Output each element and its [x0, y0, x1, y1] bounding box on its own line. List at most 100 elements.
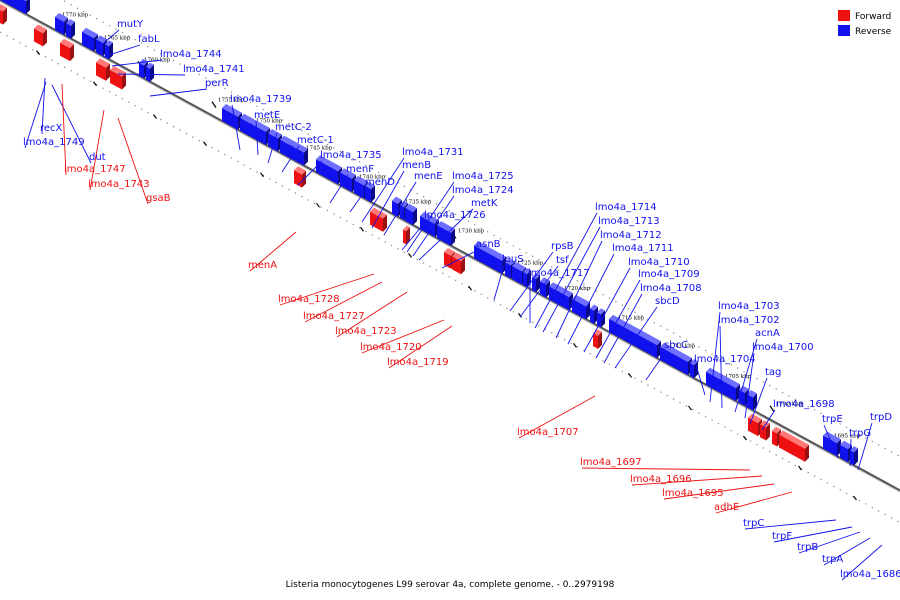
- callout-line: [823, 537, 871, 566]
- callout-line: [761, 409, 776, 431]
- forward-gene-block: [452, 252, 465, 275]
- gene-label: lmo4a_1739: [230, 94, 292, 105]
- dash-mark: [628, 372, 632, 378]
- forward-gene-block: [60, 38, 74, 62]
- callout-line: [102, 44, 141, 58]
- callout-line: [509, 251, 554, 312]
- gene-label: lmo4a_1720: [360, 342, 422, 353]
- callout-line: [663, 483, 775, 500]
- callout-line: [149, 88, 208, 97]
- legend-label: Reverse: [855, 27, 892, 37]
- callout-line: [749, 377, 768, 425]
- callout-line: [61, 83, 67, 176]
- gene-label: lmo4a_1741: [183, 64, 245, 75]
- reverse-gene-block: [437, 221, 455, 246]
- callout-line: [111, 59, 163, 67]
- caption: Listeria monocytogenes L99 serovar 4a, c…: [286, 580, 615, 590]
- callout-line: [744, 519, 837, 530]
- gene-label: lmo4a_1712: [600, 230, 662, 241]
- tick-label: 1730 kbp: [458, 228, 485, 234]
- tick-label: 1705 kbp: [725, 374, 752, 380]
- tick-label: 1725 kbp: [517, 261, 544, 267]
- gene-label: rpsB: [551, 241, 574, 252]
- dash-mark: [203, 141, 207, 147]
- forward-gene-block: [34, 24, 47, 47]
- gene-label: lmo4a_1713: [598, 216, 660, 227]
- callout-line: [603, 293, 643, 364]
- reverse-gene-block: [597, 308, 605, 328]
- axis-shadow: [0, 1, 900, 493]
- tick-mark: [211, 101, 217, 108]
- tick-label: 1750 kbp: [256, 118, 283, 124]
- forward-gene-block: [380, 213, 387, 232]
- callout-line: [24, 81, 47, 149]
- gene-label: trpA: [822, 554, 843, 565]
- callout-line: [267, 132, 278, 164]
- forward-gene-block: [0, 3, 7, 25]
- gene-label: metC-1: [297, 135, 334, 146]
- reverse-gene-block: [105, 40, 113, 60]
- genome-axis: [0, 0, 900, 493]
- forward-gene-block: [748, 413, 762, 437]
- gene-label: lmo4a_1726: [424, 210, 486, 221]
- callout-line: [329, 174, 349, 204]
- reverse-gene-block: [590, 304, 598, 324]
- gene-label: lmo4a_1710: [628, 257, 690, 268]
- gene-label: lmo4a_1719: [387, 357, 449, 368]
- legend: Forward Reverse: [838, 10, 892, 37]
- reverse-gene-block: [747, 390, 757, 411]
- callout-line: [518, 395, 596, 439]
- reverse-gene-block: [146, 62, 154, 82]
- gene-label: sbcD: [655, 296, 680, 307]
- gene-label: lmo4a_1696: [630, 474, 692, 485]
- callout-line: [249, 231, 297, 272]
- callout-line: [117, 73, 186, 76]
- gene-label: trpG: [849, 428, 871, 439]
- gene-label: lmo4a_1702: [718, 315, 780, 326]
- reverse-gene-block: [572, 294, 590, 320]
- callout-line: [388, 325, 453, 369]
- callout-line: [361, 319, 445, 354]
- tick-label: 1770 kbp: [62, 13, 89, 19]
- gene-label: lmo4a_1714: [595, 202, 657, 213]
- gene-label: lmo4a_1743: [88, 179, 150, 190]
- callout-line: [614, 306, 658, 369]
- callout-line: [336, 291, 408, 338]
- upper-dotted-guide: [61, 0, 900, 458]
- gene-label: menF: [346, 164, 374, 175]
- gene-label: lmo4a_1728: [278, 294, 340, 305]
- gene-label: acnA: [755, 328, 780, 339]
- gene-label: perR: [205, 78, 229, 89]
- forward-gene-block: [294, 166, 306, 188]
- tick-label: 1695 kbp: [834, 433, 861, 439]
- dash-mark: [316, 202, 320, 208]
- gene-label: trpD: [870, 412, 892, 423]
- dash-mark: [688, 405, 692, 411]
- gene-label: lmo4a_1708: [640, 283, 702, 294]
- callout-line: [418, 208, 474, 261]
- dash-mark: [853, 495, 857, 501]
- gene-blocks: [0, 0, 858, 466]
- gene-label: menA: [248, 260, 277, 271]
- lower-dotted-guide: [0, 31, 900, 524]
- forward-gene-block: [779, 430, 809, 462]
- gene-label: recX: [40, 123, 63, 134]
- gene-label: trpB: [797, 542, 818, 553]
- callout-lines: [24, 29, 883, 581]
- gene-label: lmo4a_1695: [662, 488, 724, 499]
- tick-label: 1700 kbp: [776, 402, 803, 408]
- dash-mark: [260, 172, 264, 178]
- callout-line: [51, 84, 92, 164]
- gene-label: lmo4a_1703: [718, 301, 780, 312]
- gene-label: menE: [414, 171, 443, 182]
- callout-line: [719, 325, 723, 409]
- callout-line: [231, 104, 241, 151]
- reverse-gene-block: [609, 314, 661, 359]
- tick-label: 1755 kbp: [218, 98, 245, 104]
- reverse-gene-block: [66, 18, 75, 39]
- callout-line: [361, 157, 405, 223]
- callout-line: [281, 145, 300, 173]
- callout-line: [441, 249, 479, 269]
- callout-line: [734, 338, 758, 413]
